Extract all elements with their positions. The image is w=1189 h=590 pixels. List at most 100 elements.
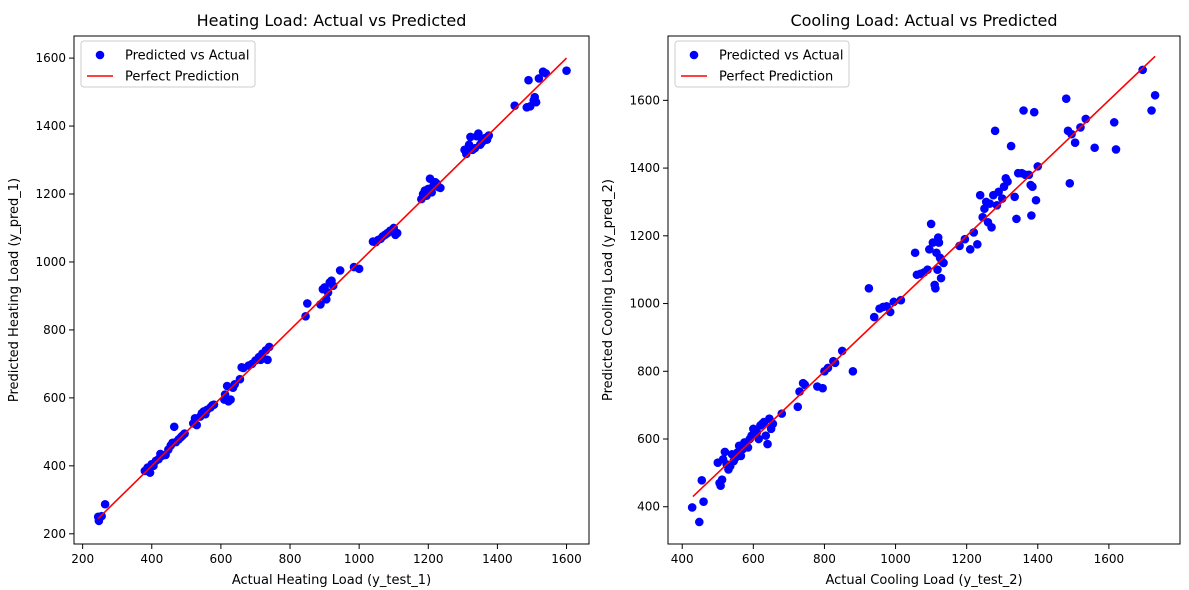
heating-load-data-point	[100, 499, 110, 509]
cooling-load-data-point	[818, 383, 827, 393]
heating-load-legend-box	[80, 40, 256, 88]
cooling-load-data-point	[1067, 129, 1076, 139]
cooling-load-data-point	[931, 284, 940, 293]
cooling-load-data-point	[910, 248, 920, 258]
heating-load-data-point	[531, 97, 541, 107]
heating-load-data-point	[335, 266, 345, 275]
heating-load-data-point	[263, 355, 272, 365]
cooling-load-data-point	[925, 245, 934, 254]
cooling-load-data-point	[777, 409, 787, 418]
cooling-load-data-point	[1138, 65, 1147, 75]
heating-load-y-tick-label: 200	[43, 527, 66, 541]
heating-load-data-point	[169, 422, 179, 432]
cooling-load-data-point	[1031, 195, 1041, 205]
heating-load-y-tick-label: 800	[43, 323, 66, 337]
cooling-load-data-point	[1150, 90, 1160, 100]
cooling-load-data-point	[933, 265, 942, 274]
cooling-load-x-tick-label: 800	[813, 552, 836, 566]
heating-load-x-tick-label: 1600	[551, 552, 582, 566]
heating-load-data-point	[303, 299, 312, 308]
cooling-load-data-point	[928, 238, 938, 247]
cooling-load-legend-box	[674, 40, 850, 88]
cooling-load-x-tick-label: 1200	[951, 552, 982, 566]
cooling-load-legend-label-line: Perfect Prediction	[719, 70, 833, 85]
heating-load-data-point	[534, 74, 544, 83]
cooling-load-data-point	[1065, 179, 1075, 188]
cooling-load-data-point	[1090, 143, 1099, 153]
heating-load-data-point	[301, 312, 310, 321]
cooling-load-data-point	[985, 199, 995, 208]
cooling-load-legend-label-scatter: Predicted vs Actual	[719, 49, 843, 64]
cooling-load-data-point	[697, 476, 707, 485]
cooling-load-data-point	[1029, 107, 1039, 117]
cooling-load-data-point	[994, 187, 1003, 197]
cooling-load-data-point	[1012, 214, 1021, 224]
cooling-load-x-tick-label: 1400	[1023, 552, 1054, 566]
heating-load-x-tick-label: 200	[71, 552, 94, 566]
cooling-load-x-tick-label: 400	[671, 552, 694, 566]
heating-load-title: Heating Load: Actual vs Predicted	[197, 11, 467, 30]
cooling-load-axes-frame	[667, 35, 1181, 545]
heating-load-x-tick-label: 1400	[482, 552, 513, 566]
cooling-load-data-point	[848, 366, 858, 376]
heating-load-legend-label-line: Perfect Prediction	[125, 70, 239, 85]
heating-load-x-tick-label: 400	[140, 552, 163, 566]
cooling-load-data-point	[896, 295, 906, 305]
heating-load-y-tick-label: 1400	[35, 119, 66, 133]
cooling-load-y-tick-label: 1200	[629, 229, 660, 243]
heating-load-data-point	[562, 66, 571, 75]
cooling-load-data-point	[936, 273, 946, 283]
cooling-load-data-point	[965, 245, 975, 254]
cooling-load-data-point	[694, 517, 704, 527]
cooling-load-data-point	[990, 126, 1000, 136]
cooling-load-y-tick-label: 600	[637, 432, 660, 446]
heating-load-legend-label-scatter: Predicted vs Actual	[125, 49, 249, 64]
heating-load-panel: Heating Load: Actual vs Predicted 200 400 6…	[7, 11, 590, 588]
cooling-load-y-tick-label: 1000	[629, 297, 660, 311]
cooling-load-data-point	[1111, 145, 1121, 154]
heating-load-x-tick-label: 1200	[413, 552, 444, 566]
cooling-load-data-point	[973, 239, 982, 249]
heating-load-perfect-prediction-line	[97, 57, 568, 520]
heating-load-y-tick-label: 400	[43, 459, 66, 473]
heating-load-y-tick-label: 1600	[35, 51, 66, 65]
cooling-load-data-point	[699, 497, 708, 506]
heating-load-data-point	[328, 281, 338, 291]
cooling-load-data-point	[687, 503, 697, 512]
heating-load-legend-marker-scatter	[95, 50, 105, 60]
heating-load-y-tick-label: 600	[43, 391, 66, 405]
heating-load-data-point	[427, 188, 437, 197]
cooling-load-legend-marker-scatter	[689, 50, 699, 60]
cooling-load-title: Cooling Load: Actual vs Predicted	[790, 11, 1057, 30]
heating-load-data-point	[392, 228, 402, 238]
cooling-load-data-point	[960, 234, 970, 244]
cooling-load-y-tick-label: 800	[637, 364, 660, 378]
cooling-load-data-point	[1010, 192, 1019, 202]
cooling-load-data-point	[1006, 141, 1016, 151]
heating-load-data-point	[474, 129, 483, 138]
cooling-load-data-point	[763, 439, 772, 449]
cooling-load-data-point	[1147, 106, 1156, 115]
heating-load-y-tick-label: 1200	[35, 187, 66, 201]
cooling-load-data-point	[793, 402, 803, 412]
heating-load-y-tick-label: 1000	[35, 255, 66, 269]
heating-load-data-point	[466, 132, 475, 142]
cooling-load-data-point	[1027, 211, 1036, 220]
cooling-load-legend: Predicted vs Actual Perfect Prediction	[674, 40, 850, 88]
cooling-load-data-point	[926, 219, 936, 229]
cooling-load-data-point	[1003, 177, 1012, 186]
heating-load-x-tick-label: 1000	[344, 552, 375, 566]
cooling-load-data-point	[1109, 118, 1119, 127]
cooling-load-data-point	[980, 204, 989, 214]
cooling-load-y-tick-label: 1400	[629, 161, 660, 175]
cooling-load-data-point	[864, 284, 874, 293]
heating-load-x-axis-label: Actual Heating Load (y_test_1)	[232, 573, 431, 588]
cooling-load-data-point	[720, 447, 730, 457]
cooling-load-y-tick-label: 400	[637, 500, 660, 514]
cooling-load-perfect-prediction-line	[692, 55, 1156, 498]
heating-load-data-point	[436, 183, 445, 193]
cooling-load-x-tick-label: 600	[742, 552, 765, 566]
heating-load-data-point	[461, 149, 471, 159]
heating-load-data-point	[354, 264, 364, 274]
